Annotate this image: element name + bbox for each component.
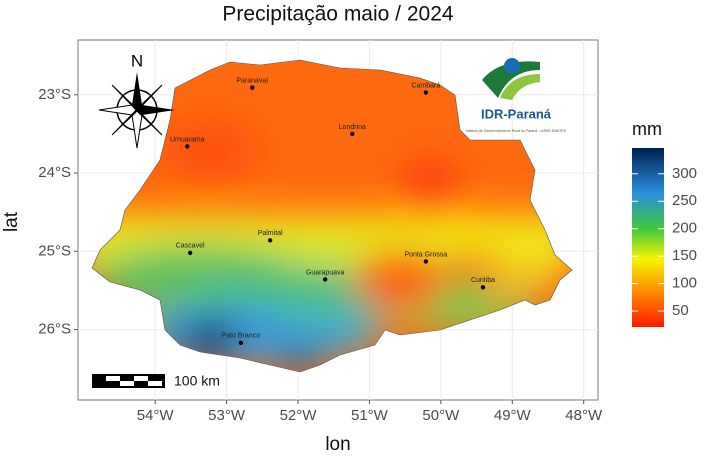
legend-tick-label: 100	[672, 275, 697, 292]
x-tick-label: 49°W	[494, 407, 532, 424]
y-tick-label: 23°S	[38, 86, 71, 103]
city-label: Ponta Grossa	[404, 251, 447, 258]
x-tick-label: 52°W	[280, 407, 318, 424]
city-point	[423, 259, 429, 264]
legend-tick-label: 200	[672, 220, 697, 237]
logo-subtitle: Instituto de Desenvolvimento Rural do Pa…	[466, 129, 567, 133]
y-axis-label: lat	[1, 211, 22, 232]
city-point	[267, 238, 273, 243]
city-point	[238, 340, 244, 346]
colorbar	[632, 148, 664, 327]
city-label: Londrina	[339, 124, 366, 131]
scale-bar: 100 km	[92, 373, 220, 389]
title: Precipitação maio / 2024	[222, 3, 453, 26]
city-label: Cascavel	[176, 243, 205, 250]
city-point	[185, 144, 190, 149]
legend-tick-label: 250	[672, 192, 697, 209]
scale-label: 100 km	[174, 373, 220, 389]
logo: IDR-Paraná Instituto de Desenvolvimento …	[466, 58, 567, 133]
y-tick-label: 26°S	[38, 321, 71, 338]
y-tick-label: 24°S	[38, 164, 71, 181]
x-tick-label: 48°W	[565, 407, 603, 424]
city-label: Curitiba	[471, 277, 495, 284]
city-label: Umuarama	[170, 136, 205, 143]
legend-title: mm	[632, 119, 662, 139]
x-tick-label: 50°W	[422, 407, 460, 424]
x-tick-label: 53°W	[208, 407, 246, 424]
legend-tick-label: 50	[672, 302, 689, 319]
city-label: Cambará	[411, 82, 440, 89]
city-point	[480, 285, 486, 290]
city-label: Guarapuava	[306, 269, 345, 276]
north-label: N	[131, 51, 143, 70]
north-arrow: N	[98, 51, 175, 149]
city-label: Paranavaí	[236, 78, 268, 85]
city-point	[250, 85, 255, 90]
city-point	[187, 250, 193, 256]
city-point	[322, 277, 328, 282]
x-axis-label: lon	[325, 434, 350, 455]
x-tick-label: 51°W	[351, 407, 389, 424]
legend-tick-label: 300	[672, 165, 697, 182]
city-label: Palmital	[258, 230, 283, 237]
state-outline	[91, 59, 573, 373]
y-tick-label: 25°S	[38, 242, 71, 259]
x-tick-label: 54°W	[137, 407, 175, 424]
logo-name: IDR-Paraná	[481, 106, 552, 121]
city-point	[350, 131, 355, 137]
legend-tick-label: 150	[672, 247, 697, 264]
city-label: Pato Branco	[222, 333, 261, 340]
city-point	[423, 90, 429, 95]
